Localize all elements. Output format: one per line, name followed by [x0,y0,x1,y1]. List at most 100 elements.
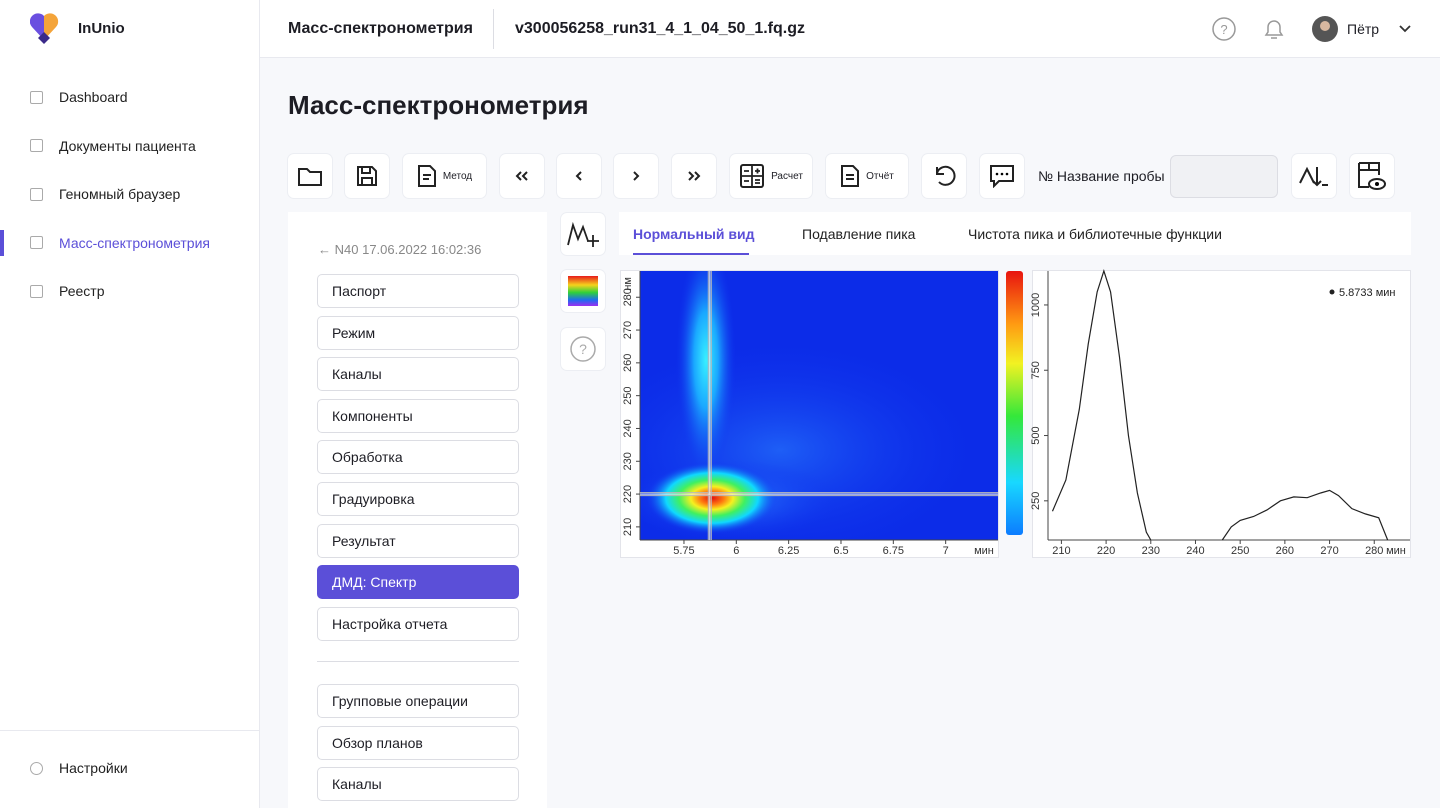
settings-label: Настройки [59,760,128,776]
spectrum-line [1051,269,1389,541]
nav-item[interactable]: Масс-спектронометрия [0,228,259,258]
x-tick-label: 6.25 [778,545,799,557]
nav-label: Геномный браузер [59,186,181,203]
colorbar [1006,271,1023,535]
x-tick-label: 240 [1186,545,1204,557]
first-button[interactable] [500,154,544,198]
nav-label: Dashboard [59,89,128,105]
x-tick-label: 5.75 [673,545,694,557]
svg-text:?: ? [1220,22,1227,37]
report-button[interactable]: Отчёт [826,154,908,198]
y-axis-label: нм [622,277,634,291]
save-button[interactable] [345,154,389,198]
logo [30,13,59,44]
last-button[interactable] [672,154,716,198]
palette-button[interactable] [561,270,605,312]
x-axis-label: мин [1386,545,1406,557]
record-label: N40 17.06.2022 16:02:36 [334,242,482,257]
panel-item[interactable]: Настройка отчета [317,606,519,641]
x-tick-label: 250 [1231,545,1249,557]
legend-label: 5.8733 мин [1339,287,1395,299]
x-tick-label: 6 [733,545,739,557]
sidebar: InUnio Dashboard Документы пациента Геномн… [0,0,260,808]
x-tick-label: 6.75 [883,545,904,557]
x-axis-label: мин [974,545,994,557]
panel-item[interactable]: Результат [317,523,519,558]
sample-label: № Название пробы [1038,168,1165,184]
x-tick-label: 230 [1142,545,1160,557]
nav-item[interactable]: Dashboard [0,82,259,112]
method-label: Метод [442,170,473,182]
nav-item[interactable]: Реестр [0,276,259,306]
header-icons: ? [1212,16,1338,42]
heatmap-image [640,271,998,540]
x-tick-label: 260 [1276,545,1294,557]
panel-item[interactable]: Обзор планов [317,725,519,760]
panel-item[interactable]: Паспорт [317,274,519,308]
y-tick-label: 250 [1030,492,1042,510]
brand: InUnio [78,20,125,37]
y-tick-label: 260 [622,354,634,372]
x-tick-label: 6.5 [833,545,848,557]
tabs-bar [619,212,1411,255]
header: Масс-спектронометрия v300056258_run31_4_… [260,0,1440,58]
y-tick-label: 1000 [1030,293,1042,317]
panel-item[interactable]: Обработка [317,440,519,475]
sample-input[interactable] [1170,155,1278,198]
next-button[interactable] [614,154,658,198]
calc-button[interactable]: Расчет [730,154,812,198]
nav-label: Масс-спектронометрия [59,234,210,251]
panel-item[interactable]: Групповые операции [317,684,519,718]
open-button[interactable] [288,154,332,198]
spectrum-panel [1032,270,1411,558]
svg-text:?: ? [579,341,587,357]
y-tick-label: 220 [622,485,634,503]
help-button[interactable]: ? [561,328,605,370]
y-tick-label: 280 [622,288,634,306]
legend-marker [1329,289,1335,295]
x-tick-label: 7 [943,545,949,557]
preview-button[interactable] [1350,154,1394,198]
y-tick-label: 750 [1030,361,1042,379]
y-tick-label: 240 [622,419,634,437]
method-button[interactable]: Метод [403,154,486,198]
x-tick-label: 210 [1052,545,1070,557]
nav-item[interactable]: Геномный браузер [0,179,259,209]
panel-item[interactable]: Режим [317,315,519,350]
tab[interactable]: Подавление пика [802,226,916,242]
panel-item[interactable]: Компоненты [317,398,519,433]
panel-item[interactable]: Каналы [317,767,519,802]
header-section: Масс-спектронометрия [288,20,473,37]
comment-button[interactable] [980,154,1024,198]
y-tick-label: 500 [1030,426,1042,444]
user-name[interactable]: Пётр [1347,21,1380,37]
page-title: Масс-спектронометрия [288,90,589,120]
report-label: Отчёт [866,170,894,182]
x-tick-label: 220 [1097,545,1115,557]
y-tick-label: 230 [622,452,634,470]
panel-item[interactable]: Каналы [317,357,519,392]
panel-item[interactable]: Градуировка [317,482,519,516]
calc-label: Расчет [771,170,803,182]
y-tick-label: 210 [622,518,634,536]
undo-button[interactable] [922,154,966,198]
nav-label: Документы пациента [59,137,196,154]
sort-button[interactable] [1292,154,1336,198]
tab-active[interactable]: Нормальный вид [633,226,755,242]
x-tick-label: 270 [1320,545,1338,557]
panel-item[interactable]: ДМД: Спектр [317,565,519,600]
add-curve-button[interactable] [561,213,605,255]
settings-link[interactable]: Настройки [0,753,259,783]
record-info: ← N40 17.06.2022 16:02:36 [318,242,482,257]
x-tick-label: 280 [1365,545,1383,557]
prev-button[interactable] [557,154,601,198]
header-file: v300056258_run31_4_1_04_50_1.fq.gz [515,20,805,37]
tab[interactable]: Чистота пика и библиотечные функции [968,226,1222,242]
y-tick-label: 270 [622,321,634,339]
nav-item[interactable]: Документы пациента [0,131,259,161]
y-tick-label: 250 [622,386,634,404]
chevron[interactable] [1398,22,1412,36]
nav-label: Реестр [59,283,105,300]
